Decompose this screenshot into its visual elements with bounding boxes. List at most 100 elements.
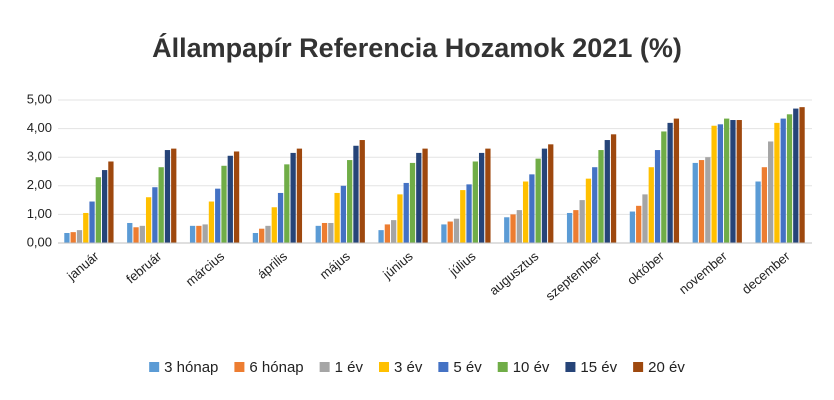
bar <box>127 222 133 243</box>
bar <box>271 207 277 243</box>
legend-label: 15 év <box>580 359 617 376</box>
bar <box>535 158 541 243</box>
legend-label: 1 év <box>335 359 364 376</box>
legend-swatch <box>149 362 160 372</box>
bar <box>221 165 227 243</box>
y-tick-label: 3,00 <box>27 149 52 164</box>
bar <box>730 120 736 243</box>
chart-title: Állampapír Referencia Hozamok 2021 (%) <box>152 32 682 63</box>
bar <box>378 230 384 243</box>
bar <box>642 194 648 243</box>
bar <box>478 152 485 243</box>
x-tick-label: február <box>123 248 165 286</box>
bar <box>145 197 152 243</box>
bar <box>215 188 221 243</box>
legend-swatch <box>565 362 576 372</box>
x-tick-label: szeptember <box>543 248 605 304</box>
bar <box>139 225 145 243</box>
bar <box>202 224 208 243</box>
bar <box>460 190 466 243</box>
y-tick-label: 5,00 <box>27 91 52 106</box>
bar <box>629 211 636 243</box>
x-tick-label: augusztus <box>486 248 541 298</box>
legend-label: 20 év <box>648 359 685 376</box>
bar <box>321 222 328 243</box>
bar <box>768 141 774 243</box>
legend-swatch <box>379 362 389 372</box>
legend-swatch <box>438 362 449 372</box>
bar <box>189 225 196 243</box>
bar <box>384 224 391 243</box>
bar <box>673 118 680 243</box>
bar <box>592 167 598 243</box>
bar <box>233 151 240 243</box>
bar <box>108 161 114 243</box>
bar <box>585 178 592 243</box>
bar <box>761 167 768 243</box>
bar <box>284 164 290 243</box>
bar <box>661 131 667 243</box>
y-tick-label: 1,00 <box>27 206 52 221</box>
bar <box>83 212 89 243</box>
bar <box>164 150 171 243</box>
bar <box>472 161 478 243</box>
x-tick-label: december <box>739 248 793 297</box>
bar <box>76 230 83 243</box>
x-tick-label: április <box>254 248 290 282</box>
bar <box>724 118 730 243</box>
bar <box>101 170 108 243</box>
bar <box>133 227 139 243</box>
legend-label: 3 hónap <box>164 359 218 376</box>
bar <box>692 162 698 243</box>
bar <box>64 232 70 243</box>
bar <box>780 118 786 243</box>
bar <box>598 150 604 243</box>
bar <box>573 210 579 243</box>
bar <box>604 140 610 243</box>
bar <box>208 201 215 243</box>
bar <box>359 140 365 243</box>
bar <box>529 174 535 243</box>
bar <box>334 192 340 243</box>
bar <box>522 181 529 243</box>
bar <box>328 222 334 243</box>
bar <box>403 182 409 243</box>
bar <box>799 107 805 244</box>
bar <box>227 155 233 243</box>
bar <box>70 232 76 243</box>
bar <box>541 148 548 243</box>
bar <box>252 232 259 243</box>
bar <box>648 167 654 243</box>
bar <box>409 162 416 243</box>
bar <box>717 124 724 243</box>
bar <box>353 145 359 243</box>
x-tick-label: május <box>317 248 354 282</box>
legend-swatch <box>234 362 245 372</box>
bar <box>453 218 460 243</box>
bar <box>158 167 164 243</box>
x-tick-label: november <box>676 248 730 297</box>
bar <box>447 221 453 243</box>
bar <box>391 220 397 243</box>
bar <box>152 187 158 243</box>
x-tick-label: január <box>63 248 102 284</box>
legend-label: 3 év <box>394 359 423 376</box>
x-tick-label: október <box>624 248 667 288</box>
legend-swatch <box>319 362 330 372</box>
bar <box>736 120 742 243</box>
x-tick-label: július <box>445 248 478 279</box>
bar <box>416 152 422 243</box>
bar <box>755 181 761 243</box>
bar <box>711 125 717 243</box>
x-tick-label: március <box>183 248 228 289</box>
bar <box>441 224 447 243</box>
bar <box>705 157 711 243</box>
bar <box>548 144 554 243</box>
y-tick-label: 2,00 <box>27 177 52 192</box>
legend-label: 10 év <box>513 359 550 376</box>
bar <box>566 212 573 243</box>
bar <box>636 205 642 243</box>
legend: 3 hónap 6 hónap 1 év 3 év 5 év 10 év 15 év 20 é… <box>149 359 685 376</box>
bar <box>196 225 202 243</box>
